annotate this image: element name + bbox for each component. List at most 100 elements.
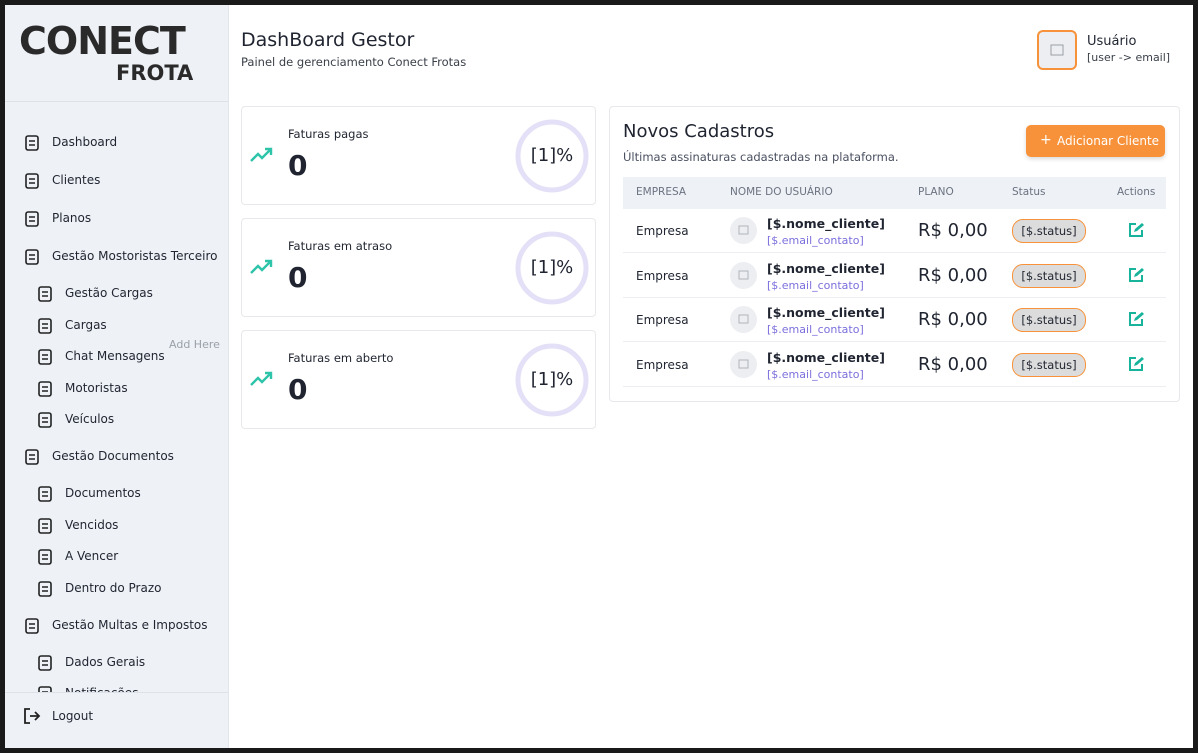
button-label: Adicionar Cliente: [1057, 134, 1160, 148]
card-ring: [514, 230, 590, 310]
submenu-item[interactable]: A Vencer: [65, 549, 119, 563]
submenu-item[interactable]: Chat Mensagens: [65, 349, 165, 363]
submenu-item[interactable]: Veículos: [65, 412, 115, 426]
menu-icon: [23, 248, 41, 270]
edit-icon[interactable]: [1128, 222, 1144, 242]
user-avatar[interactable]: [1037, 30, 1077, 70]
menu: Dashboard Clientes Planos Gestão Mostorista…: [5, 102, 228, 692]
table-header: [623, 177, 1166, 209]
cell-empresa: Empresa: [636, 268, 689, 283]
status-pill: [$.status]: [1012, 263, 1086, 288]
sidebar: CONECT FROTA Dashboard Clientes Planos Gest…: [5, 5, 229, 748]
cell-plano: R$ 0,00: [918, 264, 988, 286]
submenu-icon: [36, 580, 54, 602]
row-avatar: [730, 261, 757, 289]
column-header: EMPRESA: [636, 186, 686, 198]
row-divider: [623, 385, 1166, 387]
cell-plano: R$ 0,00: [918, 220, 988, 241]
edit-icon[interactable]: [1128, 311, 1144, 331]
submenu-item[interactable]: Dados Gerais: [65, 654, 146, 669]
row-avatar: [730, 306, 757, 333]
row-divider: [623, 341, 1166, 342]
table-title: Novos Cadastros: [623, 121, 775, 142]
cell-empresa: Empresa: [636, 313, 689, 327]
card-value: 0: [288, 373, 308, 406]
menu-icon: [23, 617, 41, 639]
user-email: [user -> email]: [1087, 51, 1171, 64]
card-label: Faturas em aberto: [288, 351, 394, 365]
logout-icon: [24, 708, 41, 724]
submenu-icon: [36, 485, 54, 507]
menu-icon: [23, 210, 41, 232]
submenu-icon: [36, 548, 54, 570]
divider: [5, 692, 228, 693]
submenu-icon: [36, 317, 54, 339]
menu-item[interactable]: Dashboard: [52, 135, 118, 149]
card-ring: [514, 118, 590, 198]
menu-item[interactable]: Gestão Documentos: [52, 449, 174, 463]
cell-email: [$.email_contato]: [767, 278, 864, 292]
cell-plano: R$ 0,00: [918, 309, 988, 330]
card-percent: [1]%: [530, 369, 574, 390]
cell-nome: [$.nome_cliente]: [767, 349, 885, 365]
submenu-icon: [36, 380, 54, 402]
column-header: Status: [1012, 186, 1046, 198]
card-ring: [514, 342, 590, 422]
trend-icon: [250, 259, 274, 279]
menu-item[interactable]: Planos: [52, 211, 92, 225]
divider: [5, 101, 228, 102]
menu-item[interactable]: Gestão Multas e Impostos: [52, 617, 208, 632]
card-value: 0: [288, 261, 308, 294]
add-client-button[interactable]: + Adicionar Cliente: [1026, 125, 1165, 157]
submenu-item[interactable]: Gestão Cargas: [65, 286, 153, 300]
logo-product: FROTA: [116, 61, 194, 85]
submenu-icon: [36, 411, 54, 433]
submenu-icon: [36, 654, 54, 676]
stat-card: Faturas pagas 0 [1]%: [241, 106, 596, 205]
status-pill: [$.status]: [1012, 352, 1086, 377]
column-header: NOME DO USUÁRIO: [730, 186, 833, 198]
card-percent: [1]%: [530, 257, 574, 278]
row-divider: [623, 252, 1166, 253]
stat-card: Faturas em aberto 0 [1]%: [241, 330, 596, 429]
card-percent: [1]%: [530, 145, 574, 166]
submenu-icon: [36, 685, 54, 692]
cell-plano: R$ 0,00: [918, 353, 988, 375]
card-value: 0: [288, 149, 308, 182]
submenu-icon: [36, 285, 54, 307]
submenu-item[interactable]: Notificações: [65, 686, 138, 692]
menu-icon: [23, 134, 41, 156]
user-name: Usuário: [1087, 34, 1137, 49]
cell-email: [$.email_contato]: [767, 323, 864, 336]
page-title: DashBoard Gestor: [241, 29, 415, 51]
submenu-item[interactable]: Motoristas: [65, 380, 128, 395]
logout[interactable]: Logout: [52, 709, 94, 723]
menu-icon: [23, 172, 41, 194]
edit-icon[interactable]: [1128, 267, 1144, 287]
card-label: Faturas pagas: [288, 127, 369, 141]
row-divider: [623, 296, 1166, 298]
cell-nome: [$.nome_cliente]: [767, 216, 885, 231]
app: CONECT FROTA Dashboard Clientes Planos Gest…: [5, 5, 1193, 748]
card-label: Faturas em atraso: [288, 239, 393, 253]
menu-item[interactable]: Clientes: [52, 173, 101, 187]
column-header: Actions: [1117, 186, 1156, 198]
cell-email: [$.email_contato]: [767, 367, 864, 381]
plus-icon: +: [1040, 132, 1052, 148]
status-pill: [$.status]: [1012, 308, 1086, 332]
edit-icon[interactable]: [1128, 356, 1144, 376]
submenu-icon: [36, 517, 54, 539]
add-here: Add Here: [169, 338, 220, 351]
menu-item[interactable]: Gestão Mostoristas Terceiro: [52, 249, 218, 263]
cell-email: [$.email_contato]: [767, 234, 864, 247]
submenu-item[interactable]: Vencidos: [65, 517, 119, 532]
submenu-item[interactable]: Dentro do Prazo: [65, 580, 162, 595]
submenu-item[interactable]: Cargas: [65, 317, 107, 332]
stat-card: Faturas em atraso 0 [1]%: [241, 218, 596, 317]
table-subtitle: Últimas assinaturas cadastradas na plata…: [623, 150, 899, 164]
row-avatar: [730, 217, 757, 244]
column-header: PLANO: [918, 186, 954, 198]
submenu-item[interactable]: Documentos: [65, 486, 141, 500]
trend-icon: [250, 147, 274, 167]
